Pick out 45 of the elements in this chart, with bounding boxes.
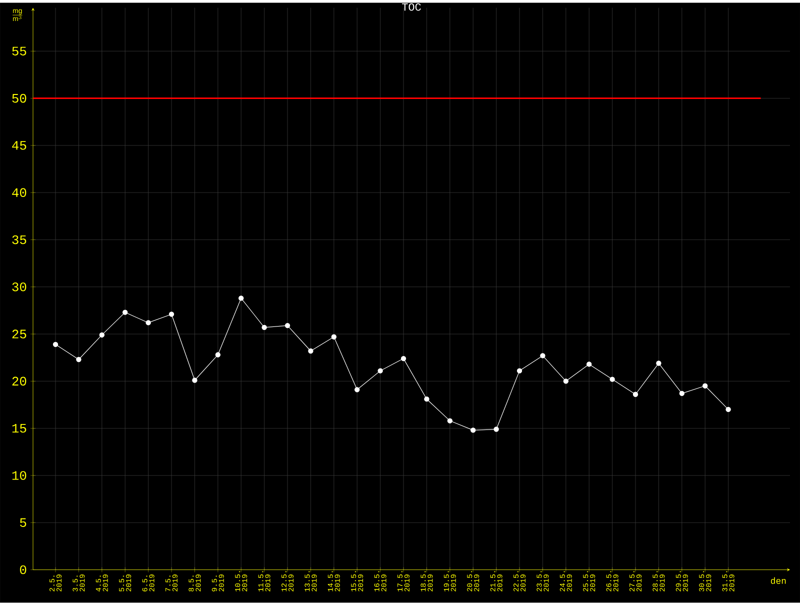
point — [99, 332, 104, 338]
y-tick-label: 35 — [12, 235, 26, 244]
chart-title: TOC — [402, 3, 421, 11]
point — [540, 353, 546, 358]
y-tick-label: 55 — [12, 46, 26, 56]
y-tick-label: 30 — [12, 282, 26, 292]
point — [215, 352, 220, 358]
point — [656, 360, 662, 366]
y-tick-label: 5 — [20, 518, 26, 528]
point — [516, 368, 522, 374]
point — [308, 348, 314, 354]
y-tick-label: 20 — [12, 376, 26, 386]
y-axis-title: $\frac{\mathrm{mg}}{\mathrm{m}^{3}}$ — [12, 9, 22, 22]
y-tick-label: 25 — [12, 330, 26, 339]
point — [52, 342, 58, 348]
point — [76, 357, 82, 362]
y-tick-label: 10 — [12, 471, 26, 480]
point — [284, 323, 290, 328]
y-tick-label: 15 — [12, 424, 26, 433]
point — [447, 418, 452, 424]
point — [702, 383, 708, 389]
point — [354, 387, 360, 392]
point — [238, 296, 244, 301]
point — [563, 378, 568, 384]
point — [262, 324, 267, 330]
point — [122, 310, 128, 316]
point — [331, 334, 336, 340]
point — [192, 378, 198, 383]
y-tick-label: 0 — [20, 565, 26, 574]
point — [470, 428, 476, 433]
y-tick-label: 45 — [12, 141, 26, 150]
point — [424, 396, 430, 402]
y-tick-label: 50 — [12, 94, 26, 103]
x-axis-title: den — [770, 577, 786, 584]
point — [400, 356, 406, 362]
point — [610, 376, 615, 382]
point — [146, 320, 151, 326]
point — [679, 390, 684, 396]
point — [168, 312, 174, 317]
point — [494, 426, 499, 432]
y-tick-label: 40 — [12, 188, 26, 198]
point — [726, 406, 731, 412]
point — [586, 362, 592, 367]
point — [378, 368, 383, 374]
point — [632, 392, 638, 398]
